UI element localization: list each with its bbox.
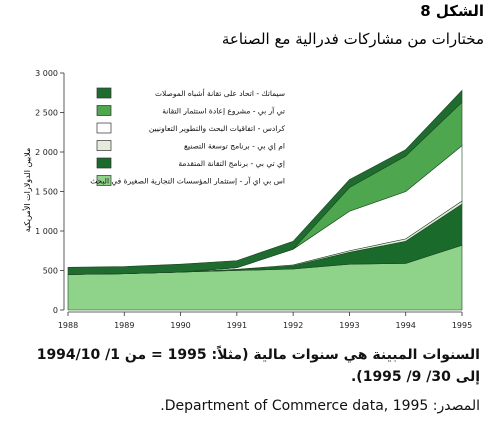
legend-label: ام إي بي - برنامج توسعة التصنيع xyxy=(184,142,285,151)
legend-label: اس بي اي آر - إستثمار المؤسسات التجارية … xyxy=(90,176,285,186)
y-tick-label: 500 xyxy=(43,267,58,276)
note: السنوات المبينة هي سنوات مالية (مثلاً: 1… xyxy=(36,347,480,385)
chart-subtitle: مختارات من مشاركات فدرالية مع الصناعة xyxy=(222,30,484,48)
legend-label: كرادس - اتفاقيات البحث والتطوير التعاوني… xyxy=(149,124,286,133)
legend-swatch xyxy=(96,175,112,186)
y-tick-label: 2 500 xyxy=(35,109,58,118)
area xyxy=(67,89,463,275)
legend-label: إي تي بي - برنامج التقانة المتقدمة xyxy=(178,159,285,168)
y-axis-label: ملايين الدولارات الأمريكية xyxy=(22,148,32,233)
chart: الشكل 8 مختارات من مشاركات فدرالية مع ال… xyxy=(22,2,484,330)
y-tick-label: 2 000 xyxy=(35,148,58,157)
legend-swatch xyxy=(96,122,112,134)
x-tick-label: 1993 xyxy=(339,321,359,330)
y-tick-label: 1 500 xyxy=(35,188,58,197)
legend-swatch xyxy=(96,157,112,169)
legend-label: سيماتك - اتحاد على تقانة أشباه الموصلات xyxy=(155,88,285,98)
y-tick-label: 0 xyxy=(53,306,58,315)
x-tick-label: 1989 xyxy=(114,321,134,330)
chart-title: الشكل 8 xyxy=(420,2,484,20)
legend-swatch xyxy=(96,105,112,116)
x-tick-label: 1991 xyxy=(227,321,247,330)
y-tick-label: 1 000 xyxy=(35,227,58,236)
x-tick-label: 1994 xyxy=(396,321,416,330)
x-tick-label: 1992 xyxy=(283,321,303,330)
x-tick-label: 1988 xyxy=(58,321,78,330)
legend-swatch xyxy=(96,87,112,99)
legend-label: تي آر بي - مشروع إعادة استثمار التقانة xyxy=(162,106,285,116)
y-tick-label: 3 000 xyxy=(35,69,58,78)
x-tick-label: 1995 xyxy=(452,321,472,330)
x-tick-label: 1990 xyxy=(170,321,190,330)
legend-swatch xyxy=(96,140,112,151)
source: المصدر: Department of Commerce data, 199… xyxy=(160,398,480,414)
